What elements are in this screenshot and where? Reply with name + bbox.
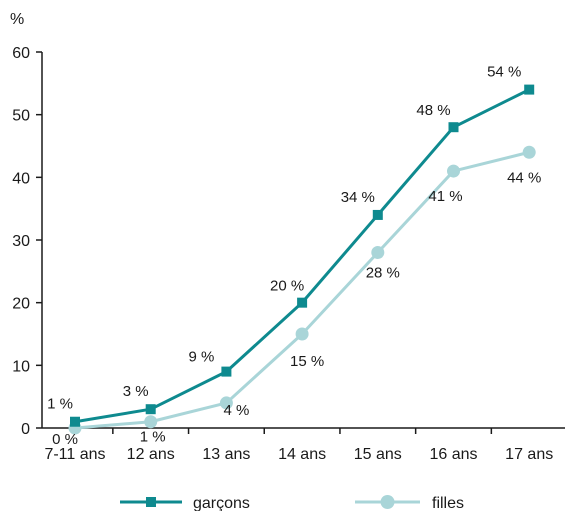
data-point-garcons xyxy=(70,416,80,427)
y-tick-label: 20 xyxy=(12,296,30,313)
legend-label-filles: filles xyxy=(432,495,464,511)
data-point-filles xyxy=(144,415,158,429)
data-point-filles xyxy=(371,246,385,260)
x-tick-label: 17 ans xyxy=(505,446,553,463)
data-point-filles xyxy=(522,145,536,159)
data-label-filles: 44 % xyxy=(507,169,541,186)
y-tick-label: 40 xyxy=(12,170,30,187)
data-point-filles xyxy=(295,327,309,341)
data-label-garcons: 9 % xyxy=(188,349,214,366)
x-tick-label: 15 ans xyxy=(354,446,402,463)
x-tick-label: 12 ans xyxy=(127,446,175,463)
legend-marker-filles xyxy=(380,495,395,509)
data-label-filles: 15 % xyxy=(290,353,324,370)
data-label-garcons: 54 % xyxy=(487,64,521,81)
data-point-garcons xyxy=(145,404,156,415)
x-tick-label: 14 ans xyxy=(278,446,326,463)
legend: garçons filles xyxy=(120,495,464,511)
data-label-garcons: 34 % xyxy=(341,189,375,206)
y-tick-label: 60 xyxy=(12,45,30,62)
series-line-garçons xyxy=(74,88,530,424)
x-tick-label: 13 ans xyxy=(202,446,250,463)
x-tick-label: 7-11 ans xyxy=(44,446,105,463)
data-label-garcons: 48 % xyxy=(416,102,450,119)
y-tick-label: 50 xyxy=(12,108,30,125)
data-label-filles: 0 % xyxy=(52,431,78,448)
data-label-filles: 41 % xyxy=(428,188,462,205)
y-tick-label: 10 xyxy=(12,358,30,375)
data-point-garcons xyxy=(297,297,308,308)
data-point-filles xyxy=(219,396,233,410)
data-point-garcons xyxy=(448,122,459,133)
y-axis-ticks: 0 10 20 30 40 50 60 xyxy=(12,45,42,438)
data-point-garcons xyxy=(524,84,535,95)
x-axis-ticks: 7-11 ans 12 ans 13 ans 14 ans 15 ans 16 ans 17… xyxy=(44,428,553,463)
data-point-garcons xyxy=(221,366,232,377)
y-tick-label: 0 xyxy=(21,421,30,438)
x-tick-label: 16 ans xyxy=(429,446,477,463)
data-label-filles: 28 % xyxy=(366,265,400,282)
legend-marker-garcons xyxy=(146,497,156,507)
data-label-filles: 1 % xyxy=(140,429,166,446)
data-label-garcons: 1 % xyxy=(47,396,73,413)
legend-label-garcons: garçons xyxy=(193,495,250,511)
data-labels: 1 % 3 % 9 % 20 % 34 % 48 % 54 % 0 % 1 % 4 % 15 % 28… xyxy=(47,64,541,448)
series-layer xyxy=(68,84,536,435)
y-tick-label: 30 xyxy=(12,233,30,250)
data-label-garcons: 20 % xyxy=(270,278,304,295)
data-point-garcons xyxy=(372,209,383,220)
y-axis-unit-label: % xyxy=(10,11,24,28)
data-label-garcons: 3 % xyxy=(123,383,149,400)
data-label-filles: 4 % xyxy=(223,402,249,419)
data-point-filles xyxy=(447,164,460,178)
